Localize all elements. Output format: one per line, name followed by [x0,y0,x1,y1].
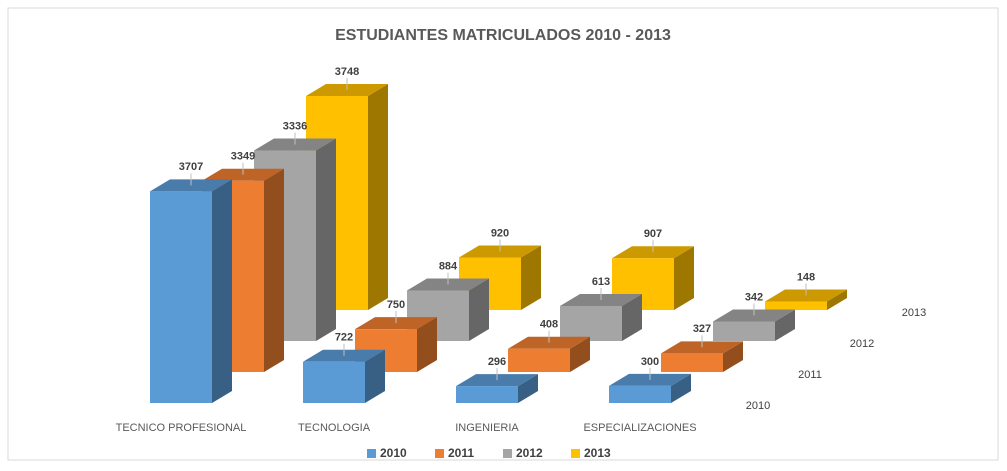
bar [560,305,622,341]
chart-title: ESTUDIANTES MATRICULADOS 2010 - 2013 [335,27,671,44]
bar [508,348,570,372]
x-tick-label: TECNOLOGIA [298,422,371,434]
value-label: 920 [491,227,509,239]
legend-swatch [571,449,580,458]
value-label: 884 [439,260,458,272]
bar [713,321,775,341]
value-label: 296 [488,356,506,368]
value-label: 613 [592,276,610,288]
bar-side [417,317,437,372]
bar-side [827,289,847,310]
x-tick-label: TECNICO PROFESIONAL [116,422,247,434]
value-label: 3707 [179,161,203,173]
depth-label: 2011 [798,369,822,381]
legend-swatch [503,449,512,458]
bar-side [368,84,388,310]
value-label: 408 [540,319,558,331]
depth-label: 2012 [850,338,874,350]
bar-side [469,278,489,341]
value-label: 722 [335,332,353,344]
depth-label: 2010 [746,400,770,412]
legend-label: 2011 [448,446,474,460]
bar-side [671,373,691,403]
value-label: 907 [644,228,662,240]
bar-side [264,168,284,372]
bar-side [674,246,694,310]
bar-side [316,138,336,341]
bar [765,301,827,310]
bar [661,353,723,372]
bar-side [365,349,385,403]
value-label: 3336 [283,120,307,132]
value-label: 750 [387,299,405,311]
bar-side [521,245,541,310]
value-label: 327 [693,323,711,335]
bar-side [570,336,590,372]
legend-label: 2013 [584,446,611,460]
bar-top [612,246,694,259]
bar-side [775,309,795,341]
value-label: 300 [641,356,659,368]
legend-swatch [367,449,376,458]
bar [150,191,212,403]
value-label: 148 [797,271,815,283]
value-label: 3349 [231,151,255,163]
legend-swatch [435,449,444,458]
value-label: 342 [745,291,763,303]
value-label: 3748 [335,66,359,78]
bar-side [622,293,642,341]
x-tick-label: ESPECIALIZACIONES [583,422,696,434]
bar-side [212,179,232,403]
bar [609,385,671,403]
x-tick-label: INGENIERIA [455,422,519,434]
bar-side [518,374,538,403]
bar [303,361,365,403]
depth-label: 2013 [902,307,926,319]
legend-label: 2012 [516,446,543,460]
bar [456,386,518,403]
legend-label: 2010 [380,446,407,460]
bar-side [723,341,743,372]
